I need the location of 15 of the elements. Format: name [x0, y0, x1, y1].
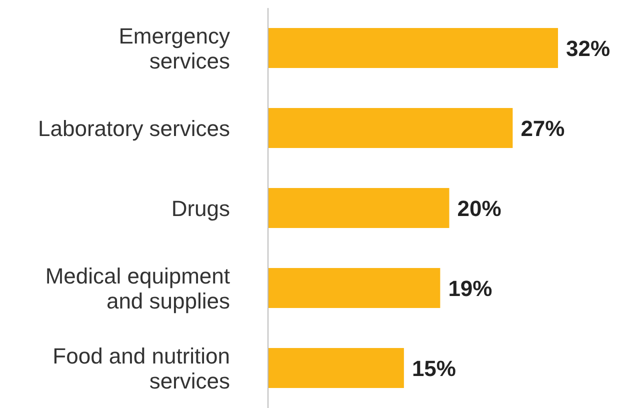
bar — [268, 348, 404, 388]
data-label: 32% — [566, 36, 610, 61]
data-label: 27% — [520, 116, 565, 141]
bar — [268, 268, 440, 308]
y-tick-label: Drugs — [171, 196, 230, 220]
y-tick-label: Laboratory services — [38, 116, 230, 140]
y-tick-label: Food and nutrition services — [52, 343, 230, 393]
data-label: 19% — [448, 276, 492, 301]
bar — [268, 108, 513, 148]
bar — [268, 28, 558, 68]
data-label: 15% — [412, 356, 456, 381]
bar — [268, 188, 450, 228]
data-label: 20% — [457, 196, 502, 221]
y-tick-label: Medical equipment and supplies — [45, 263, 230, 313]
y-tick-label: Emergency services — [118, 23, 230, 73]
